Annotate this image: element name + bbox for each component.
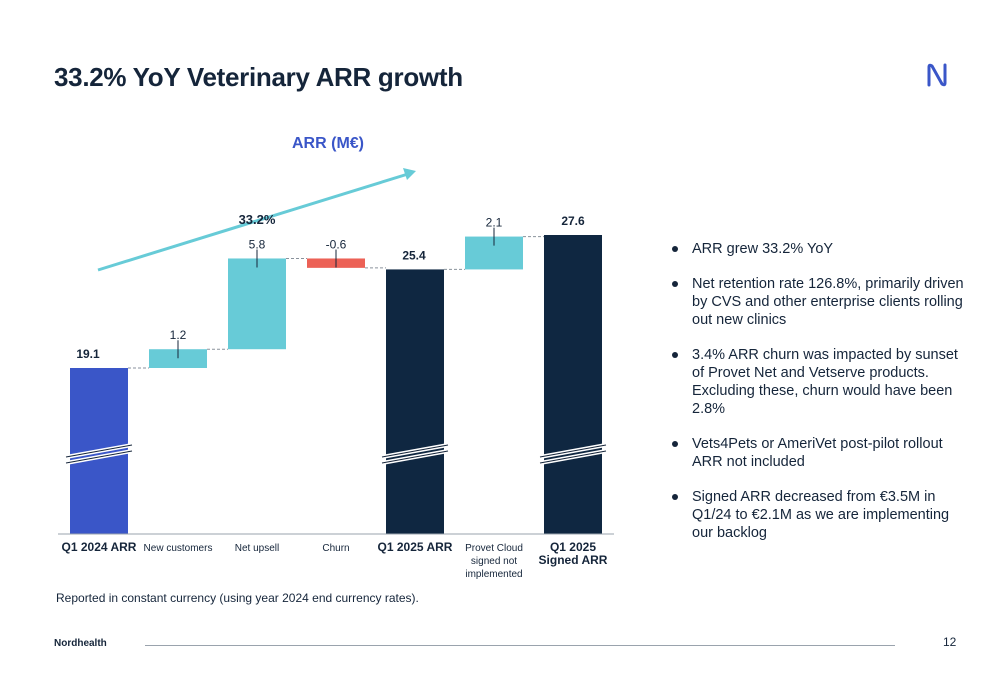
key-points-list: ARR grew 33.2% YoY Net retention rate 12…: [672, 240, 972, 559]
bullet-dot-icon: [672, 352, 678, 358]
data-label: 2.1: [486, 216, 503, 230]
category-label: Q1 2025 ARR: [378, 540, 453, 554]
category-label: Q1 2025: [550, 540, 596, 554]
category-label: Churn: [322, 543, 349, 554]
category-label: Q1 2024 ARR: [62, 540, 137, 554]
category-label: signed not: [471, 556, 517, 567]
page-title: 33.2% YoY Veterinary ARR growth: [54, 62, 463, 92]
category-label: Signed ARR: [539, 553, 608, 567]
axis-break-mark: [539, 444, 607, 458]
axis-break-mark: [539, 450, 607, 464]
waterfall-bar: [386, 269, 444, 534]
data-label: 25.4: [402, 248, 426, 262]
nordhealth-logo-icon: [927, 63, 947, 87]
waterfall-bar: [544, 235, 602, 534]
footer-divider: [145, 645, 895, 646]
bullet-dot-icon: [672, 246, 678, 252]
waterfall-bar: [228, 258, 286, 350]
arr-waterfall-chart: ARR (M€) 33.2% 19.1 Q1 2024 ARR 1.2 New cus…: [58, 135, 614, 580]
growth-arrow-head: [403, 168, 416, 180]
bullet-item: ARR grew 33.2% YoY: [672, 240, 972, 258]
growth-label: 33.2%: [239, 212, 276, 227]
chart-title: ARR (M€): [292, 135, 364, 152]
bullet-item: Net retention rate 126.8%, primarily dri…: [672, 275, 972, 329]
bullet-dot-icon: [672, 441, 678, 447]
axis-break-mark: [65, 450, 133, 464]
axis-break-mark: [381, 444, 449, 458]
bullet-item: Vets4Pets or AmeriVet post-pilot rollout…: [672, 435, 972, 471]
growth-arrow: [97, 172, 409, 272]
bullet-item: 3.4% ARR churn was impacted by sunset of…: [672, 346, 972, 418]
data-label: 27.6: [561, 214, 585, 228]
bullet-dot-icon: [672, 281, 678, 287]
axis-break-mark: [381, 450, 449, 464]
waterfall-bar: [149, 349, 207, 368]
axis-break-mark: [65, 444, 133, 458]
category-label: Provet Cloud: [465, 543, 523, 554]
data-label: 1.2: [170, 328, 187, 342]
data-label: -0.6: [326, 237, 347, 251]
data-label: 19.1: [76, 347, 100, 361]
footer-brand: Nordhealth: [54, 638, 107, 649]
page-number: 12: [943, 635, 957, 649]
footnote: Reported in constant currency (using yea…: [56, 591, 419, 605]
data-label: 5.8: [249, 237, 266, 251]
category-label: New customers: [144, 543, 213, 554]
category-label: implemented: [465, 569, 522, 580]
category-label: Net upsell: [235, 543, 279, 554]
bullet-dot-icon: [672, 494, 678, 500]
bullet-item: Signed ARR decreased from €3.5M in Q1/24…: [672, 488, 972, 542]
